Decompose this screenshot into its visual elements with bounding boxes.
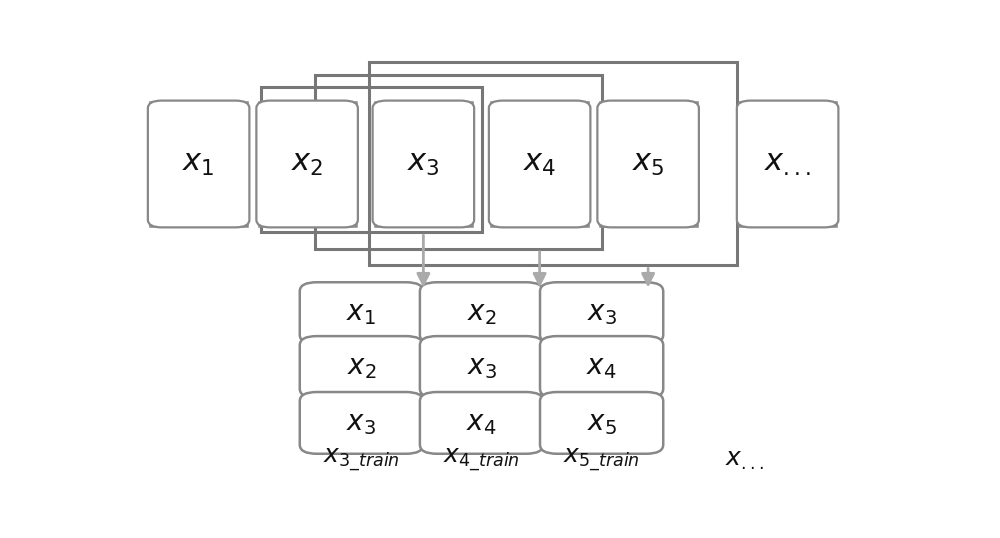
FancyBboxPatch shape: [420, 282, 543, 344]
FancyBboxPatch shape: [540, 282, 663, 344]
FancyBboxPatch shape: [300, 336, 423, 398]
Text: $x_1$: $x_1$: [346, 299, 376, 327]
Text: $x_2$: $x_2$: [467, 299, 496, 327]
Bar: [150, 102, 247, 226]
FancyBboxPatch shape: [420, 336, 543, 398]
Text: $x_{...}$: $x_{...}$: [725, 448, 765, 472]
FancyBboxPatch shape: [300, 282, 423, 344]
Text: $x_{5\_train}$: $x_{5\_train}$: [563, 447, 640, 473]
Text: $x_{3\_train}$: $x_{3\_train}$: [323, 447, 400, 473]
Text: $x_4$: $x_4$: [466, 409, 497, 437]
Text: $x_{...}$: $x_{...}$: [764, 150, 811, 179]
Text: $x_2$: $x_2$: [347, 353, 376, 381]
Text: $x_4$: $x_4$: [523, 150, 556, 179]
Bar: [375, 102, 472, 226]
Bar: [491, 102, 588, 226]
Text: $x_1$: $x_1$: [182, 150, 215, 179]
FancyBboxPatch shape: [489, 101, 590, 228]
Text: $x_3$: $x_3$: [467, 353, 496, 381]
Text: $x_3$: $x_3$: [346, 409, 376, 437]
Text: $x_5$: $x_5$: [587, 409, 617, 437]
Bar: [369, 62, 737, 265]
Bar: [739, 102, 836, 226]
FancyBboxPatch shape: [597, 101, 699, 228]
Text: $x_3$: $x_3$: [407, 150, 440, 179]
Bar: [600, 102, 697, 226]
FancyBboxPatch shape: [300, 392, 423, 454]
FancyBboxPatch shape: [420, 392, 543, 454]
Text: $x_3$: $x_3$: [587, 299, 617, 327]
Bar: [261, 87, 482, 232]
Text: $x_2$: $x_2$: [291, 150, 323, 179]
FancyBboxPatch shape: [373, 101, 474, 228]
FancyBboxPatch shape: [737, 101, 838, 228]
FancyBboxPatch shape: [540, 336, 663, 398]
Bar: [259, 102, 356, 226]
FancyBboxPatch shape: [540, 392, 663, 454]
FancyBboxPatch shape: [256, 101, 358, 228]
Text: $x_4$: $x_4$: [586, 353, 617, 381]
Bar: [315, 75, 602, 249]
Text: $x_5$: $x_5$: [632, 150, 664, 179]
Text: $x_{4\_train}$: $x_{4\_train}$: [443, 447, 520, 473]
FancyBboxPatch shape: [148, 101, 249, 228]
